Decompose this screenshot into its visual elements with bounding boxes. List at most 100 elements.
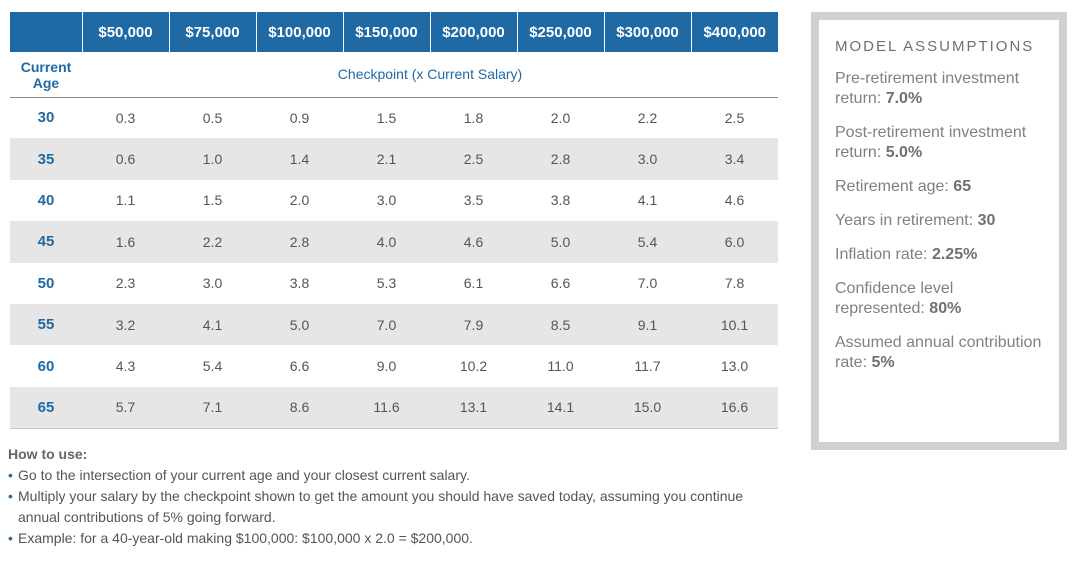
checkpoint-value-cell: 4.1 <box>169 303 256 346</box>
checkpoint-value-cell: 6.6 <box>289 358 310 375</box>
salary-header: $200,000 <box>429 12 517 52</box>
assumption-item: Pre-retirement investment return: 7.0% <box>835 69 1045 109</box>
checkpoint-value-cell: 11.7 <box>634 358 661 375</box>
checkpoint-value-cell: 6.6 <box>550 275 571 292</box>
checkpoint-value-cell: 5.0 <box>517 221 604 263</box>
checkpoint-table: $50,000 $75,000 $100,000 $150,000 $200,0… <box>10 12 778 429</box>
bullet-dot-icon: • <box>8 530 13 546</box>
checkpoint-value-cell: 4.1 <box>637 192 658 209</box>
age-cell: 50 <box>37 274 55 292</box>
salary-header: $100,000 <box>255 12 343 52</box>
sub-header-row: Current Age Checkpoint (x Current Salary… <box>10 52 778 98</box>
table-row: 65 5.7 7.1 8.6 11.6 13.1 14.1 15.0 16.6 <box>10 386 778 429</box>
checkpoint-value-cell: 4.6 <box>724 192 745 209</box>
age-cell: 65 <box>10 386 82 429</box>
table-row: 60 4.3 5.4 6.6 9.0 10.2 11.0 11.7 13.0 <box>10 345 778 386</box>
checkpoint-value-cell: 2.8 <box>517 138 604 180</box>
age-cell: 60 <box>37 357 55 375</box>
checkpoint-value-cell: 2.3 <box>115 275 136 292</box>
age-cell: 40 <box>37 191 55 209</box>
checkpoint-value-cell: 5.4 <box>604 221 691 263</box>
salary-header: $300,000 <box>603 12 691 52</box>
bullet-dot-icon: • <box>8 488 13 504</box>
checkpoint-value-cell: 5.3 <box>376 275 397 292</box>
age-cell: 45 <box>10 221 82 263</box>
checkpoint-value-cell: 0.5 <box>202 109 223 126</box>
table-row: 45 1.6 2.2 2.8 4.0 4.6 5.0 5.4 6.0 <box>10 221 778 263</box>
checkpoint-value-cell: 7.0 <box>343 303 430 346</box>
checkpoint-value-cell: 10.1 <box>691 303 778 346</box>
how-to-section: How to use: • Go to the intersection of … <box>8 444 788 549</box>
checkpoint-value-cell: 1.0 <box>169 138 256 180</box>
salary-header: $250,000 <box>516 12 604 52</box>
assumption-label: Inflation rate: <box>835 246 928 263</box>
assumption-label: Confidence level represented: <box>835 280 954 317</box>
salary-header-row: $50,000 $75,000 $100,000 $150,000 $200,0… <box>10 12 778 52</box>
bullet-dot-icon: • <box>8 467 13 483</box>
checkpoint-value-cell: 3.0 <box>376 192 397 209</box>
checkpoint-value-cell: 1.1 <box>115 192 136 209</box>
assumption-value: 30 <box>977 212 996 229</box>
table-body: 30 0.3 0.5 0.9 1.5 1.8 2.0 2.2 2.5 35 0.6 1.0 1.4 2.1… <box>10 97 778 429</box>
checkpoint-table-area: $50,000 $75,000 $100,000 $150,000 $200,0… <box>10 12 778 429</box>
assumption-value: 5% <box>871 354 895 371</box>
checkpoint-value-cell: 13.0 <box>720 358 749 375</box>
checkpoint-value-cell: 1.5 <box>376 109 397 126</box>
how-to-bullet: • Example: for a 40-year-old making $100… <box>8 528 788 549</box>
assumption-value: 65 <box>953 178 972 195</box>
salary-header: $50,000 <box>81 12 169 52</box>
checkpoint-value-cell: 6.1 <box>463 275 484 292</box>
checkpoint-value-cell: 11.6 <box>343 386 430 429</box>
age-cell: 30 <box>37 109 55 127</box>
salary-header: $75,000 <box>168 12 256 52</box>
checkpoint-value-cell: 3.4 <box>691 138 778 180</box>
checkpoint-value-cell: 2.2 <box>169 221 256 263</box>
checkpoint-value-cell: 7.1 <box>169 386 256 429</box>
checkpoint-value-cell: 5.4 <box>202 358 223 375</box>
checkpoint-value-cell: 2.0 <box>550 109 571 126</box>
checkpoint-value-cell: 14.1 <box>517 386 604 429</box>
header-corner <box>10 12 82 52</box>
table-row: 50 2.3 3.0 3.8 5.3 6.1 6.6 7.0 7.8 <box>10 263 778 304</box>
checkpoint-value-cell: 5.7 <box>82 386 169 429</box>
assumption-item: Inflation rate: 2.25% <box>835 245 1045 265</box>
checkpoint-value-cell: 0.3 <box>115 109 136 126</box>
how-to-bullet-text: Go to the intersection of your current a… <box>18 467 470 483</box>
checkpoint-value-cell: 3.0 <box>202 275 223 292</box>
checkpoint-value-cell: 4.6 <box>430 221 517 263</box>
checkpoint-value-cell: 4.3 <box>115 358 136 375</box>
table-row: 30 0.3 0.5 0.9 1.5 1.8 2.0 2.2 2.5 <box>10 97 778 138</box>
checkpoint-value-cell: 2.5 <box>430 138 517 180</box>
checkpoint-value-cell: 2.8 <box>256 221 343 263</box>
checkpoint-header: Checkpoint (x Current Salary) <box>82 52 778 98</box>
checkpoint-value-cell: 0.9 <box>289 109 310 126</box>
checkpoint-value-cell: 7.9 <box>430 303 517 346</box>
assumptions-list: Pre-retirement investment return: 7.0% Po… <box>835 69 1045 373</box>
how-to-bullet-text: Multiply your salary by the checkpoint s… <box>18 488 744 525</box>
salary-header: $400,000 <box>690 12 778 52</box>
checkpoint-value-cell: 3.8 <box>550 192 571 209</box>
table-row: 35 0.6 1.0 1.4 2.1 2.5 2.8 3.0 3.4 <box>10 138 778 180</box>
checkpoint-value-cell: 7.0 <box>637 275 658 292</box>
assumption-value: 80% <box>929 300 962 317</box>
checkpoint-value-cell: 13.1 <box>430 386 517 429</box>
age-cell: 55 <box>10 303 82 346</box>
age-column-header: Current Age <box>10 52 82 98</box>
checkpoint-value-cell: 2.1 <box>343 138 430 180</box>
how-to-bullet: • Go to the intersection of your current… <box>8 465 788 486</box>
checkpoint-value-cell: 5.0 <box>256 303 343 346</box>
checkpoint-value-cell: 4.0 <box>343 221 430 263</box>
checkpoint-value-cell: 8.6 <box>256 386 343 429</box>
checkpoint-value-cell: 6.0 <box>691 221 778 263</box>
checkpoint-value-cell: 0.6 <box>82 138 169 180</box>
table-row: 55 3.2 4.1 5.0 7.0 7.9 8.5 9.1 10.1 <box>10 303 778 346</box>
checkpoint-value-cell: 11.0 <box>547 358 574 375</box>
checkpoint-value-cell: 2.5 <box>724 109 745 126</box>
checkpoint-value-cell: 3.2 <box>82 303 169 346</box>
checkpoint-value-cell: 3.5 <box>463 192 484 209</box>
checkpoint-value-cell: 2.2 <box>637 109 658 126</box>
checkpoint-value-cell: 3.0 <box>604 138 691 180</box>
checkpoint-value-cell: 2.0 <box>289 192 310 209</box>
assumption-value: 2.25% <box>931 246 978 263</box>
